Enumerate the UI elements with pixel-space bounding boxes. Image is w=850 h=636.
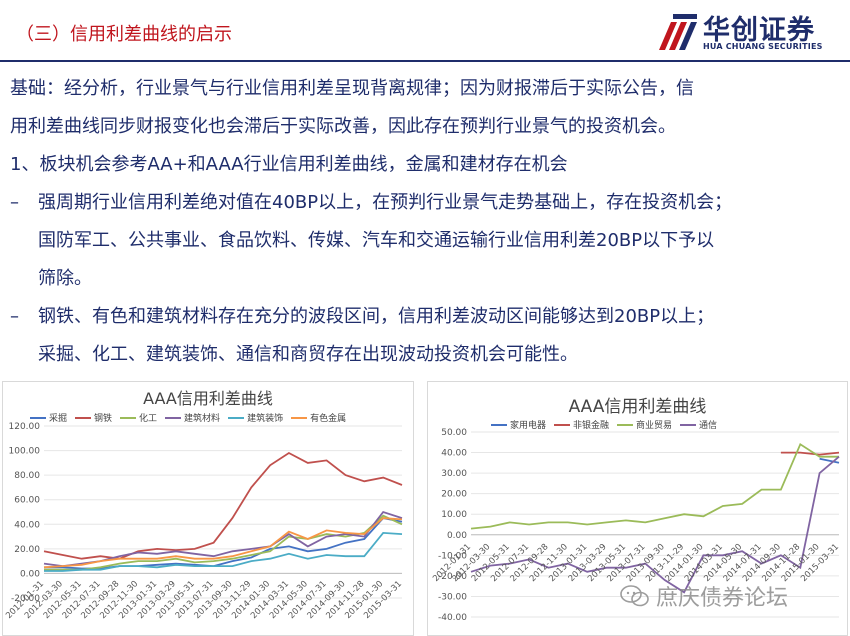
legend-item: 化工 [120, 411, 157, 424]
legend-item: 钢铁 [75, 411, 112, 424]
y-tick-label: 0.00 [447, 531, 467, 541]
chart-legend: 采掘 钢铁 化工 建筑材料 建筑装饰 有色金属 [30, 411, 354, 424]
chart-legend: 家用电器 非银金融 商业贸易 通信 [491, 418, 725, 431]
section-heading: 1、板块机会参考AA+和AAA行业信用利差曲线，金属和建材存在机会 [10, 154, 568, 175]
paragraph-line: 基础：经分析，行业景气与行业信用利差呈现背离规律；因为财报滞后于实际公告，信 [10, 78, 694, 99]
watermark: 庶庆债券论坛 [620, 580, 788, 612]
bullet-line: 国防军工、公共事业、食品饮料、传媒、汽车和交通运输行业信用利差20BP以下予以 [38, 230, 715, 251]
slide-title: （三）信用利差曲线的启示 [16, 24, 232, 45]
series-line-化工 [44, 514, 403, 571]
legend-item: 商业贸易 [617, 418, 672, 431]
huachuang-logo-icon [659, 14, 697, 50]
legend-item: 采掘 [30, 411, 67, 424]
header-divider [0, 60, 850, 62]
logo-english-text: HUA CHUANG SECURITIES [703, 42, 823, 51]
legend-label: 化工 [139, 414, 158, 424]
legend-item: 建筑材料 [165, 411, 220, 424]
legend-swatch [680, 423, 697, 426]
paragraph-line: 用利差曲线同步财报变化也会滞后于实际改善，因此存在预判行业景气的投资机会。 [10, 116, 676, 137]
series-line-通信 [470, 456, 840, 594]
y-tick-label: 60.00 [14, 496, 40, 506]
legend-swatch [291, 416, 308, 419]
y-tick-label: 30.00 [441, 469, 467, 479]
legend-swatch [228, 416, 245, 419]
y-tick-label: -20.00 [11, 594, 40, 604]
y-tick-label: 100.00 [9, 447, 41, 457]
legend-item: 有色金属 [291, 411, 346, 424]
legend-label: 有色金属 [310, 414, 347, 424]
series-line-商业贸易 [470, 442, 839, 530]
series-line-非银金融 [780, 451, 840, 456]
y-tick-label: 10.00 [441, 510, 467, 520]
legend-item: 非银金融 [554, 418, 609, 431]
slide-header: （三）信用利差曲线的启示 华创证券 HUA CHUANG SECURITIES [0, 0, 850, 62]
legend-label: 商业贸易 [636, 421, 673, 431]
series-line-钢铁 [43, 451, 403, 560]
legend-swatch [120, 416, 137, 419]
y-tick-label: 40.00 [441, 449, 467, 459]
wechat-icon [620, 585, 649, 607]
chart-title: AAA信用利差曲线 [143, 389, 273, 408]
slide-body: 基础：经分析，行业景气与行业信用利差呈现背离规律；因为财报滞后于实际公告，信 用… [10, 70, 840, 374]
series-line-采掘 [44, 517, 403, 570]
bullet-line: 筛除。 [38, 268, 92, 289]
y-tick-label: -30.00 [438, 592, 467, 602]
legend-label: 家用电器 [510, 421, 547, 431]
legend-swatch [75, 416, 92, 419]
y-tick-label: 20.00 [441, 490, 467, 500]
y-tick-label: 0.00 [20, 569, 40, 579]
legend-swatch [30, 416, 46, 419]
y-tick-label: 80.00 [14, 471, 40, 481]
legend-swatch [554, 423, 571, 426]
legend-label: 采掘 [49, 414, 68, 424]
chart-plot: 120.00 100.00 80.00 60.00 40.00 20.00 0.00 -20.… [4, 422, 404, 621]
y-tick-label: 50.00 [441, 428, 467, 438]
series-line-家用电器 [819, 457, 840, 464]
bullet-line: 采掘、化工、建筑装饰、通信和商贸存在出现波动投资机会可能性。 [38, 344, 578, 365]
series-line-建筑装饰 [44, 531, 403, 572]
bullet-mark: – [10, 306, 19, 327]
legend-label: 建筑装饰 [247, 414, 284, 424]
legend-label: 钢铁 [94, 414, 113, 424]
legend-label: 非银金融 [573, 421, 610, 431]
legend-item: 家用电器 [491, 418, 546, 431]
legend-label: 通信 [699, 421, 718, 431]
legend-item: 通信 [680, 418, 717, 431]
y-tick-label: 120.00 [9, 422, 41, 432]
series-line-有色金属 [43, 517, 403, 569]
watermark-text: 庶庆债券论坛 [656, 586, 789, 611]
legend-swatch [165, 416, 182, 419]
chart-title: AAA信用利差曲线 [568, 397, 707, 417]
bullet-mark: – [10, 192, 19, 213]
chart-plot: 50.00 40.00 30.00 20.00 10.00 0.00 -10.00 -20.0… [431, 428, 841, 623]
bullet-text: 钢铁、有色和建筑材料存在充分的波段区间，信用利差波动区间能够达到20BP以上； [38, 306, 715, 327]
logo-chinese-text: 华创证券 [703, 15, 815, 46]
y-tick-label: -10.00 [438, 551, 467, 561]
legend-swatch [491, 423, 507, 426]
y-tick-label: -40.00 [438, 613, 467, 623]
y-tick-label: 20.00 [14, 545, 40, 555]
bullet-text: 强周期行业信用利差绝对值在40BP以上，在预判行业景气走势基础上，存在投资机会； [38, 192, 733, 213]
legend-item: 建筑装饰 [228, 411, 283, 424]
legend-swatch [617, 423, 634, 426]
bullet-line: – 强周期行业信用利差绝对值在40BP以上，在预判行业景气走势基础上，存在投资机会… [10, 184, 840, 222]
legend-label: 建筑材料 [184, 414, 221, 424]
chart-left: AAA信用利差曲线 采掘 钢铁 化工 建筑材料 建筑装饰 有色金属 120.00 100.0… [2, 381, 414, 636]
bullet-line: – 钢铁、有色和建筑材料存在充分的波段区间，信用利差波动区间能够达到20BP以上； [10, 298, 840, 336]
y-tick-label: -20.00 [438, 572, 467, 582]
y-tick-label: 40.00 [14, 520, 40, 530]
